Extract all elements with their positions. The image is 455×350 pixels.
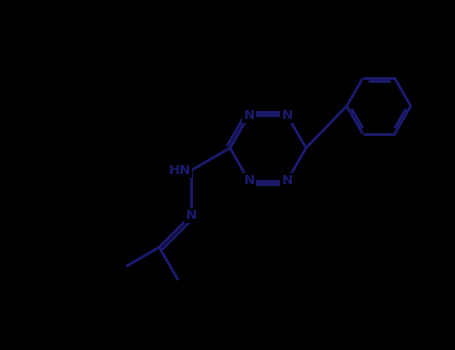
Text: N: N — [243, 174, 254, 187]
Text: N: N — [282, 108, 293, 121]
Text: N: N — [282, 174, 293, 187]
Text: N: N — [186, 209, 197, 222]
Text: HN: HN — [169, 164, 191, 177]
Text: N: N — [243, 108, 254, 121]
